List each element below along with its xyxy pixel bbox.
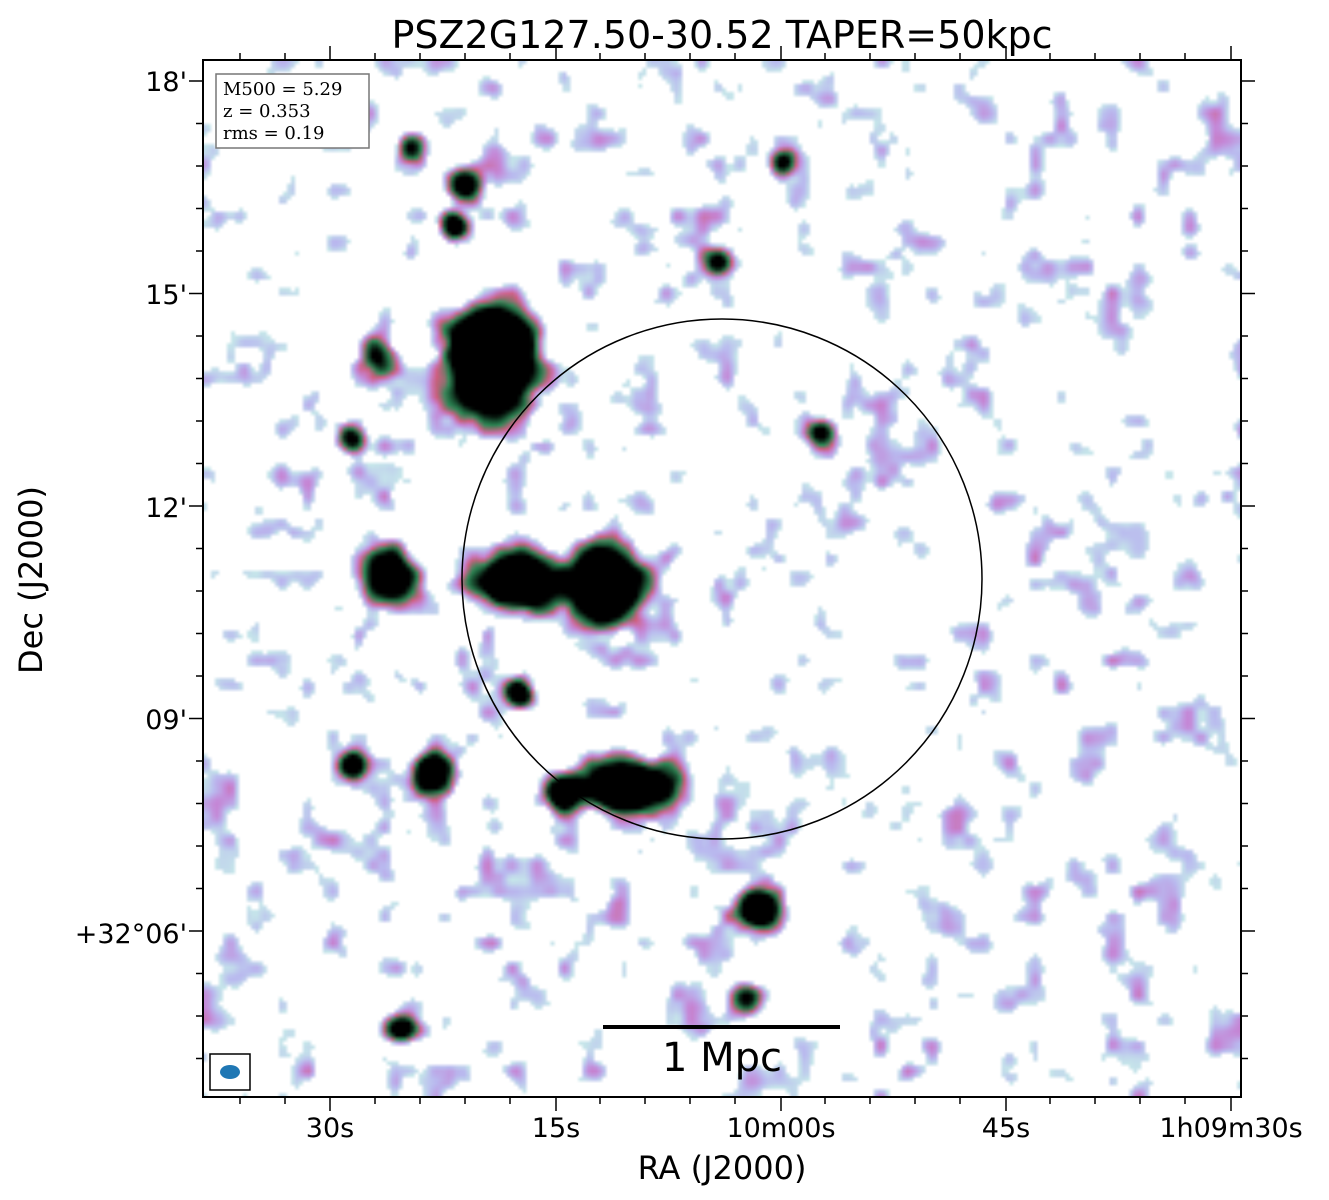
y-tick-labels: 18' 15' 12' 09' +32°06' — [75, 67, 187, 950]
x-tick-labels: 30s 15s 10m00s 45s 1h09m30s — [306, 1113, 1303, 1144]
y-tick-label: 15' — [145, 280, 187, 311]
info-box: M500 = 5.29 z = 0.353 rms = 0.19 — [215, 73, 370, 149]
scale-bar: 1 Mpc — [603, 1025, 840, 1081]
beam-ellipse — [220, 1065, 240, 1079]
y-axis-label: Dec (J2000) — [12, 486, 50, 674]
axis-ticks — [189, 46, 1255, 1111]
scale-bar-label: 1 Mpc — [662, 1035, 782, 1081]
radio-intensity-map — [203, 60, 1241, 1097]
plot-area — [203, 60, 1241, 1097]
y-tick-label: 18' — [145, 67, 187, 98]
x-axis-label: RA (J2000) — [638, 1149, 807, 1187]
info-m500: M500 = 5.29 — [223, 79, 342, 100]
y-tick-label: +32°06' — [75, 919, 187, 950]
y-tick-label: 12' — [145, 493, 187, 524]
r500-circle — [461, 318, 983, 840]
x-tick-label: 10m00s — [726, 1113, 835, 1144]
info-redshift: z = 0.353 — [223, 101, 311, 122]
info-box-frame — [215, 73, 370, 149]
beam-marker — [209, 1053, 251, 1091]
plot-frame — [202, 59, 1242, 1098]
chart-title: PSZ2G127.50-30.52 TAPER=50kpc — [391, 13, 1052, 57]
x-tick-label: 45s — [982, 1113, 1030, 1144]
info-rms: rms = 0.19 — [223, 123, 325, 144]
x-tick-label: 15s — [532, 1113, 580, 1144]
y-tick-label: 09' — [145, 705, 187, 736]
x-tick-label: 30s — [306, 1113, 354, 1144]
x-tick-label: 1h09m30s — [1159, 1113, 1302, 1144]
